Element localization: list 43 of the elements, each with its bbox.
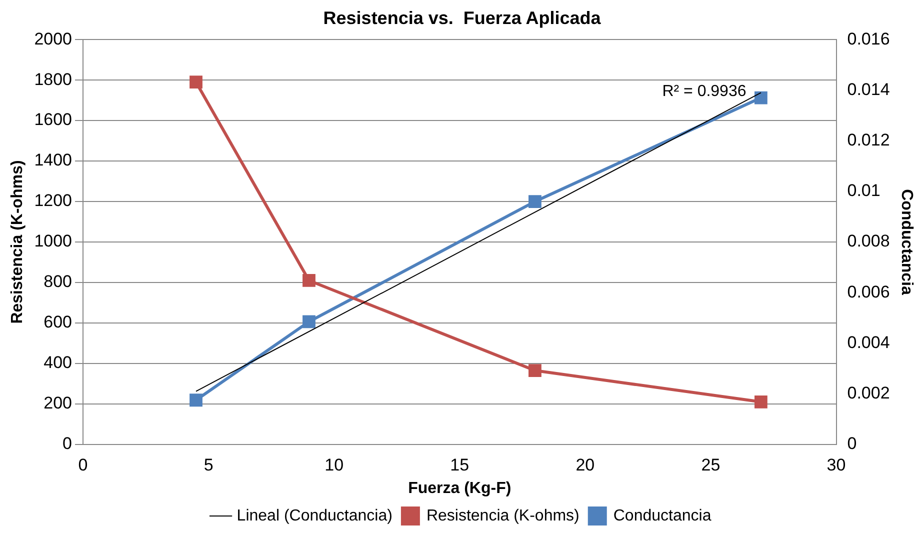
y2-tick-label: 0.014 xyxy=(847,80,890,99)
point xyxy=(302,315,316,328)
y2-tick-label: 0.012 xyxy=(847,130,890,150)
point xyxy=(528,195,542,208)
point xyxy=(754,395,768,408)
x-tick-label: 20 xyxy=(576,455,595,474)
point xyxy=(302,274,316,287)
y-tick-label: 800 xyxy=(44,272,72,292)
point xyxy=(754,91,768,104)
y-tick-label: 200 xyxy=(44,394,72,413)
x-tick-label: 0 xyxy=(78,455,88,474)
y-tick-label: 0 xyxy=(62,434,72,454)
legend-label: Resistencia (K-ohms) xyxy=(426,507,580,524)
y2-tick-label: 0.004 xyxy=(847,332,890,352)
x-tick-label: 15 xyxy=(450,455,470,474)
y2-tick-label: 0.002 xyxy=(847,383,890,402)
y-tick-label: 1000 xyxy=(34,232,72,251)
y-tick-label: 600 xyxy=(44,312,72,332)
y-tick-label: 1800 xyxy=(34,70,72,89)
y-tick-label: 1200 xyxy=(34,191,72,210)
point xyxy=(190,394,202,407)
y2-tick-label: 0.01 xyxy=(847,181,880,200)
x-axis-title: Fuerza (Kg-F) xyxy=(408,480,512,497)
y-axis-title: Resistencia (K-ohms) xyxy=(9,160,26,324)
chart-title: Resistencia vs. Fuerza Aplicada xyxy=(323,8,602,28)
y2-tick-label: 0 xyxy=(847,434,857,454)
legend-label: Lineal (Conductancia) xyxy=(236,507,392,524)
x-tick-label: 30 xyxy=(826,455,846,474)
x-tick-label: 10 xyxy=(324,455,344,474)
y2-tick-label: 0.008 xyxy=(847,232,890,251)
point xyxy=(190,76,202,89)
point xyxy=(528,364,542,377)
legend-label: Conductancia xyxy=(613,507,712,524)
y2-axis-title: Conductancia xyxy=(898,189,915,295)
y-tick-label: 1400 xyxy=(34,150,72,170)
y-tick-label: 1600 xyxy=(34,110,72,130)
y2-tick-label: 0.006 xyxy=(847,282,890,302)
y-tick-label: 400 xyxy=(44,353,72,372)
y-tick-label: 2000 xyxy=(34,29,72,48)
x-tick-label: 5 xyxy=(204,455,214,474)
y2-tick-label: 0.016 xyxy=(847,29,890,48)
x-tick-label: 25 xyxy=(701,455,720,474)
annotation: R² = 0.9936 xyxy=(662,83,746,100)
